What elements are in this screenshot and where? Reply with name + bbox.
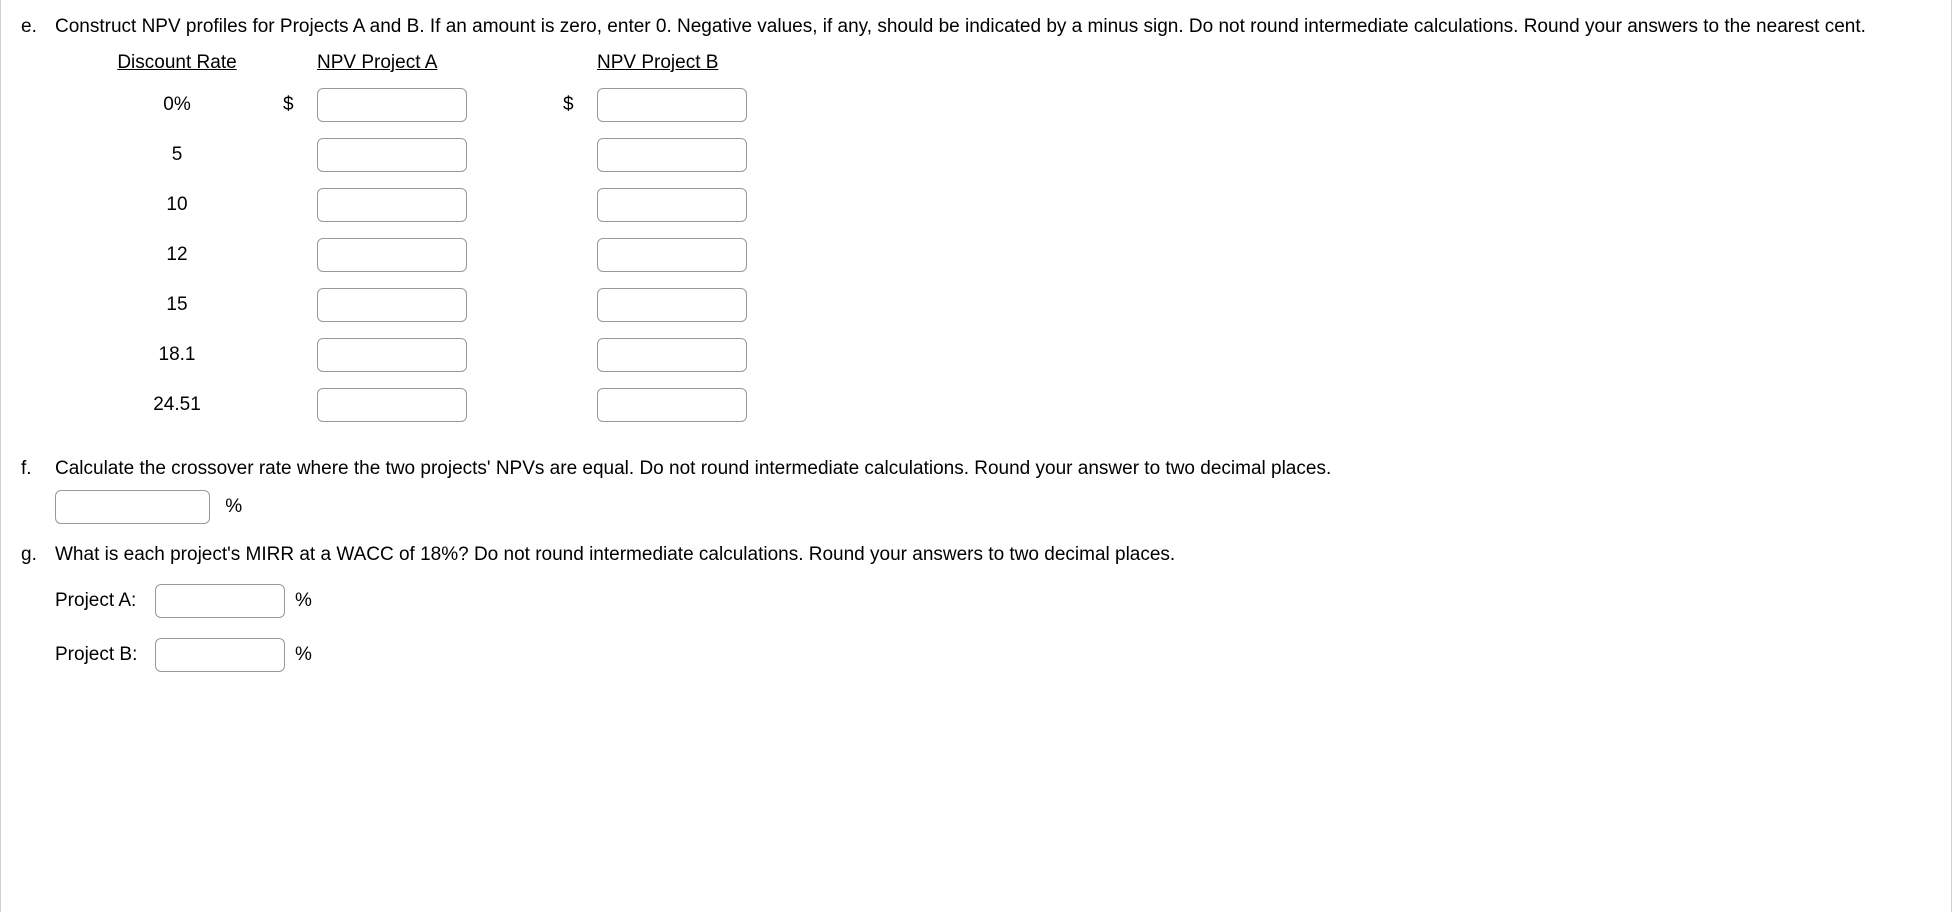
table-row: 12 <box>77 238 1931 272</box>
question-f: f. Calculate the crossover rate where th… <box>21 458 1931 524</box>
table-row: 15 <box>77 288 1931 322</box>
npv-b-input-0[interactable] <box>597 88 747 122</box>
npv-a-input-3[interactable] <box>317 238 467 272</box>
npv-b-input-2[interactable] <box>597 188 747 222</box>
mirr-a-input[interactable] <box>155 584 285 618</box>
header-npv-b: NPV Project B <box>597 52 718 74</box>
percent-unit: % <box>225 496 242 517</box>
question-g-prompt: What is each project's MIRR at a WACC of… <box>55 544 1931 566</box>
npv-a-input-4[interactable] <box>317 288 467 322</box>
question-g: g. What is each project's MIRR at a WACC… <box>21 544 1931 692</box>
crossover-rate-input[interactable] <box>55 490 210 524</box>
question-container: e. Construct NPV profiles for Projects A… <box>0 0 1952 912</box>
rate-cell: 18.1 <box>77 344 277 366</box>
npv-b-input-3[interactable] <box>597 238 747 272</box>
npv-b-input-6[interactable] <box>597 388 747 422</box>
mirr-row-a: Project A: % <box>55 584 1931 618</box>
percent-unit: % <box>295 644 312 666</box>
rate-cell: 5 <box>77 144 277 166</box>
question-e-prompt: Construct NPV profiles for Projects A an… <box>55 16 1931 38</box>
question-f-prompt: Calculate the crossover rate where the t… <box>55 458 1931 480</box>
npv-table: Discount Rate NPV Project A NPV Project … <box>77 52 1931 422</box>
npv-b-input-5[interactable] <box>597 338 747 372</box>
npv-a-input-0[interactable] <box>317 88 467 122</box>
dollar-sign: $ <box>277 94 317 116</box>
dollar-sign: $ <box>557 94 597 116</box>
question-f-letter: f. <box>21 458 55 524</box>
mirr-b-input[interactable] <box>155 638 285 672</box>
table-row: 0% $ $ <box>77 88 1931 122</box>
rate-cell: 24.51 <box>77 394 277 416</box>
percent-unit: % <box>295 590 312 612</box>
mirr-rows: Project A: % Project B: % <box>55 584 1931 672</box>
npv-a-input-6[interactable] <box>317 388 467 422</box>
rate-cell: 10 <box>77 194 277 216</box>
header-discount-rate: Discount Rate <box>77 52 277 74</box>
header-npv-a: NPV Project A <box>317 52 437 74</box>
question-e: e. Construct NPV profiles for Projects A… <box>21 16 1931 438</box>
npv-b-input-1[interactable] <box>597 138 747 172</box>
question-g-letter: g. <box>21 544 55 692</box>
npv-header-row: Discount Rate NPV Project A NPV Project … <box>77 52 1931 74</box>
table-row: 5 <box>77 138 1931 172</box>
question-f-body: Calculate the crossover rate where the t… <box>55 458 1931 524</box>
table-row: 10 <box>77 188 1931 222</box>
crossover-answer-line: % <box>55 490 1931 524</box>
rate-cell: 12 <box>77 244 277 266</box>
rate-cell: 0% <box>77 94 277 116</box>
npv-a-input-2[interactable] <box>317 188 467 222</box>
npv-a-input-5[interactable] <box>317 338 467 372</box>
table-row: 24.51 <box>77 388 1931 422</box>
rate-cell: 15 <box>77 294 277 316</box>
npv-a-input-1[interactable] <box>317 138 467 172</box>
question-g-body: What is each project's MIRR at a WACC of… <box>55 544 1931 692</box>
question-e-letter: e. <box>21 16 55 438</box>
mirr-label-a: Project A: <box>55 590 155 612</box>
table-row: 18.1 <box>77 338 1931 372</box>
question-e-body: Construct NPV profiles for Projects A an… <box>55 16 1931 438</box>
npv-b-input-4[interactable] <box>597 288 747 322</box>
mirr-label-b: Project B: <box>55 644 155 666</box>
mirr-row-b: Project B: % <box>55 638 1931 672</box>
